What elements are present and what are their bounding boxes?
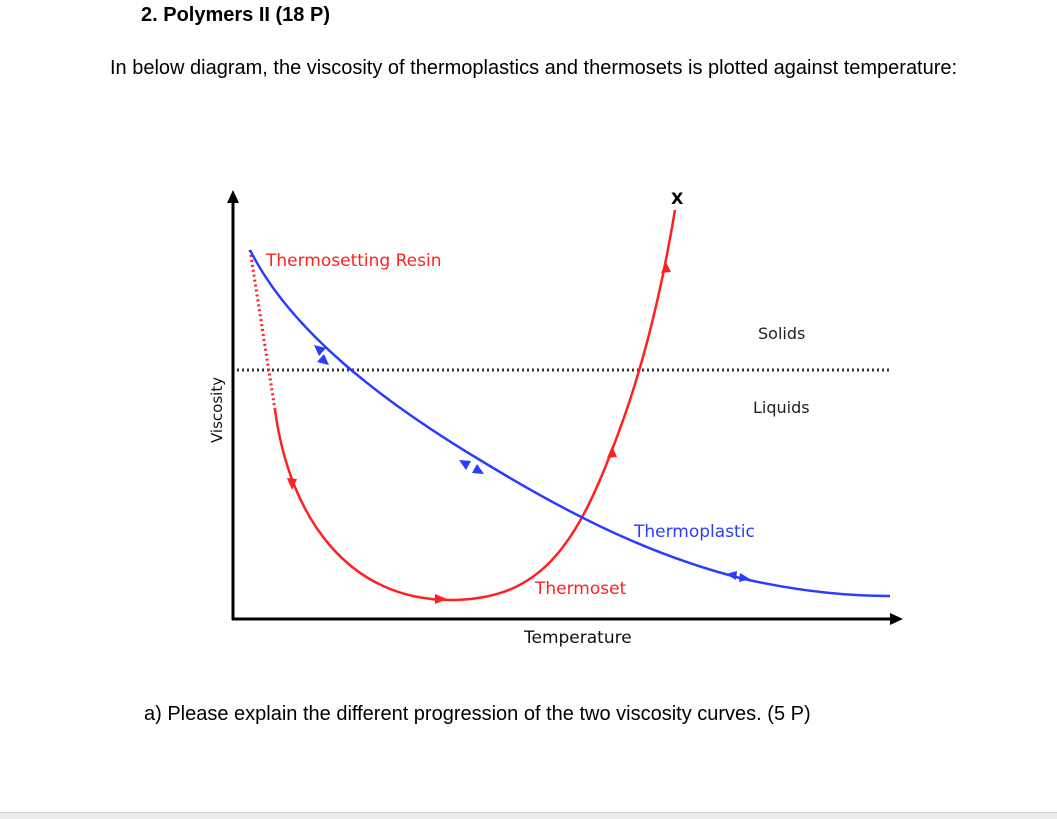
thermoset-label: Thermoset [534,579,627,599]
thermoplastic-curve [248,249,891,598]
y-axis-label: Viscosity [208,377,226,443]
question-heading: 2. Polymers II (18 P) [141,4,330,26]
x-axis-label: Temperature [523,628,632,648]
thermoset-arrow-icon [435,594,447,604]
thermoset-arrow-icon [661,262,671,273]
intro-paragraph: In below diagram, the viscosity of therm… [110,57,958,79]
thermoset-arrow-icon [607,446,617,458]
question-a: a) Please explain the different progress… [144,703,811,725]
liquids-label: Liquids [753,398,810,417]
solids-label: Solids [758,324,805,343]
x-axis-arrow-icon [890,613,903,625]
thermoset-dotted-segment [248,249,277,411]
page-bottom-edge [0,812,1057,819]
thermoset-curve [273,209,677,602]
thermosetting-resin-label: Thermosetting Resin [265,251,441,271]
y-axis-arrow-icon [227,190,239,203]
y-axis [227,190,239,620]
end-marker-x: X [671,189,684,208]
thermoplastic-double-arrow-icon [314,345,750,582]
thermoset-arrow-icon [287,478,297,490]
thermoplastic-label: Thermoplastic [633,522,755,542]
x-axis [232,613,903,625]
